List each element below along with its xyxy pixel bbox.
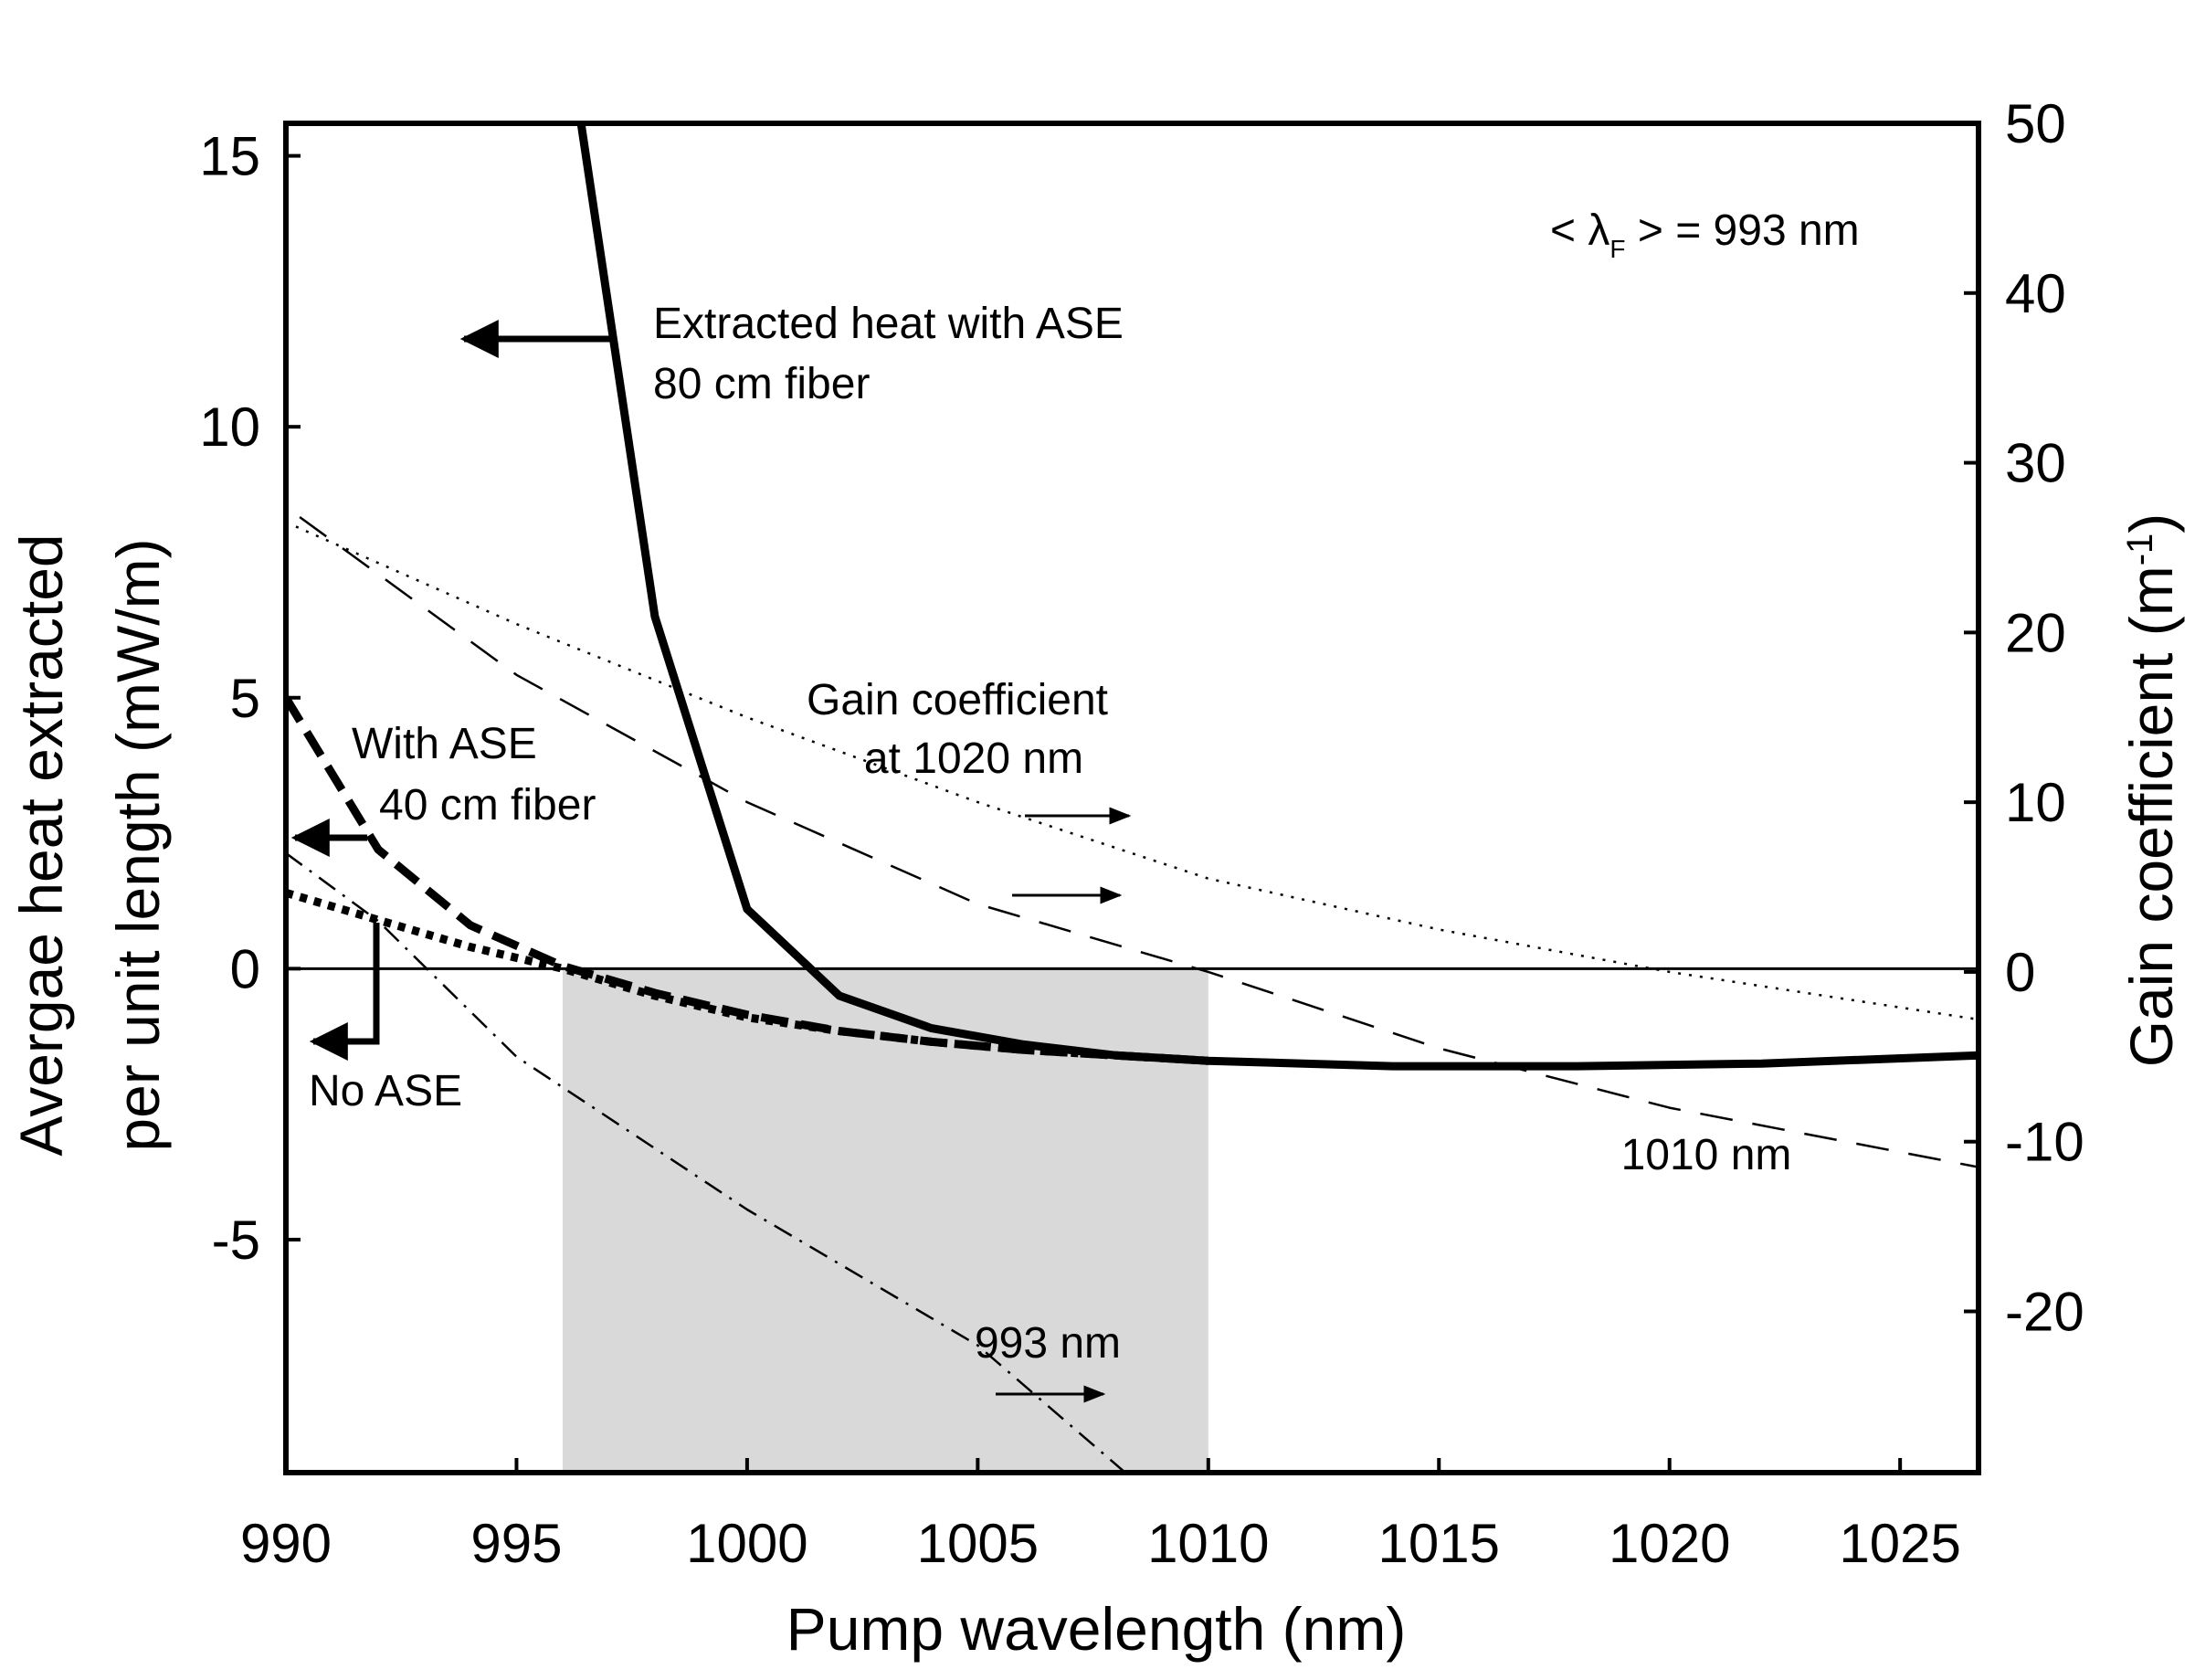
series-line-4 [286, 521, 1979, 1021]
series-line-1 [576, 123, 1979, 1071]
y-right-tick-label: 50 [2005, 93, 2066, 154]
y-right-tick-label: 10 [2005, 772, 2066, 833]
annotation-993nm: 993 nm [975, 1319, 1121, 1368]
left-axis-title: Avergae heat extracted per unit length (… [7, 534, 172, 1156]
x-tick-label: 990 [240, 1513, 332, 1574]
y-left-tick-label: -5 [212, 1210, 260, 1271]
x-tick-label: 1020 [1609, 1513, 1730, 1574]
right-axis-title: Gain coefficient (m-1) [2117, 513, 2185, 1068]
x-axis-title: Pump wavelength (nm) [786, 1595, 1407, 1663]
y-left-tick-label: 5 [230, 668, 260, 729]
y-right-tick-label: 20 [2005, 602, 2066, 663]
annotation-40cm-fiber: 40 cm fiber [379, 781, 596, 829]
y-right-tick-label: 30 [2005, 433, 2066, 494]
x-tick-label: 1005 [917, 1513, 1039, 1574]
annotation-no-ase: No ASE [309, 1067, 462, 1115]
left-axis-title-line1: Avergae heat extracted [7, 534, 75, 1156]
arrow-no-ase [309, 923, 380, 1061]
annotation-with-ase: With ASE [352, 720, 537, 768]
annotation-80cm-fiber: 80 cm fiber [653, 360, 870, 408]
left-axis-title-line2: per unit length (mW/m) [104, 538, 172, 1151]
annotation-at-1020nm: at 1020 nm [864, 734, 1083, 783]
annotation-extracted-heat: Extracted heat with ASE [653, 300, 1124, 348]
svg-text:Gain coefficient (m-1): Gain coefficient (m-1) [2117, 513, 2185, 1068]
y-right-tick-label: -10 [2005, 1112, 2084, 1173]
annotation-lambda-f: < λF > = 993 nm [1550, 206, 1860, 263]
y-right-tick-label: 0 [2005, 942, 2035, 1003]
plot-frame [283, 121, 1981, 1475]
x-tick-label: 1015 [1378, 1513, 1500, 1574]
x-tick-label: 1025 [1839, 1513, 1960, 1574]
annotation-1010nm: 1010 nm [1621, 1131, 1792, 1179]
annotation-gain-coefficient: Gain coefficient [807, 676, 1108, 724]
y-left-tick-label: 0 [230, 938, 260, 999]
x-tick-label: 1010 [1147, 1513, 1269, 1574]
x-tick-label: 1000 [686, 1513, 807, 1574]
series-line-2 [286, 695, 1209, 1065]
y-left-tick-label: 15 [199, 126, 260, 187]
y-right-tick-label: 40 [2005, 263, 2066, 324]
y-right-tick-label: -20 [2005, 1282, 2084, 1343]
series-line-6 [286, 851, 1126, 1473]
y-left-tick-label: 10 [199, 396, 260, 458]
series-line-5 [299, 515, 1979, 1168]
x-tick-label: 995 [470, 1513, 562, 1574]
shaded-wavelength-region [562, 968, 1208, 1473]
